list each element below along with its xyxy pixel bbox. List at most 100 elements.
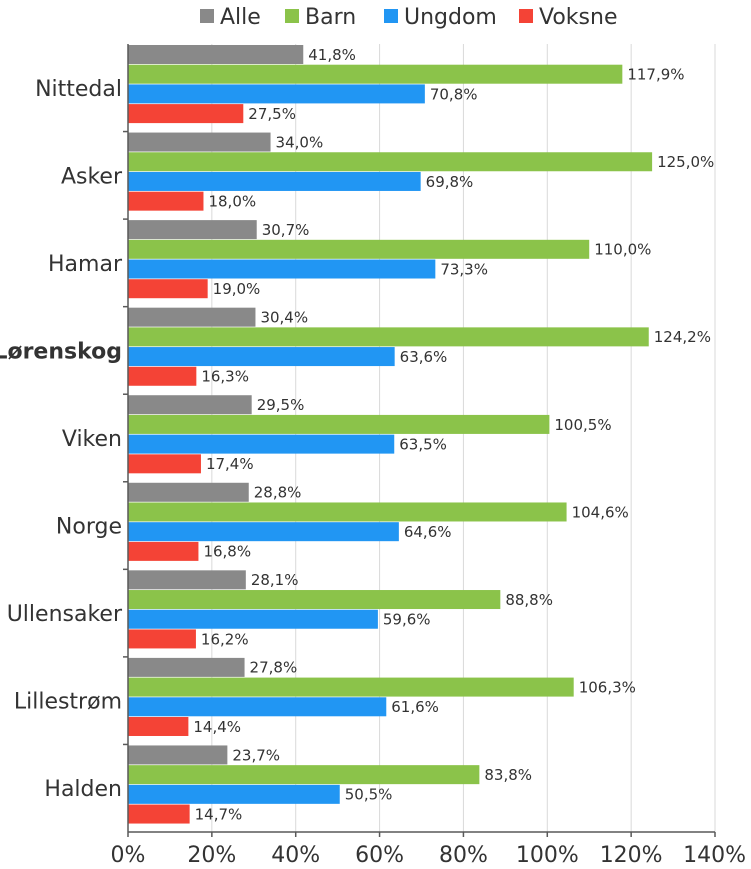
bar-norge-alle <box>128 482 249 502</box>
legend-item-voksne: Voksne <box>519 5 617 30</box>
data-label-nittedal-voksne: 27,5% <box>248 105 296 123</box>
data-label-norge-barn: 104,6% <box>572 503 629 521</box>
data-label-lorenskog-voksne: 16,3% <box>201 368 249 386</box>
data-label-lorenskog-barn: 124,2% <box>654 328 711 346</box>
category-label-ullensaker: Ullensaker <box>7 602 123 627</box>
x-tick-label-120: 120% <box>600 843 663 868</box>
bar-nittedal-ungdom <box>128 84 425 104</box>
data-label-asker-ungdom: 69,8% <box>426 173 474 191</box>
bar-lorenskog-ungdom <box>128 347 395 367</box>
x-tick-label-60: 60% <box>355 843 404 868</box>
data-label-ullensaker-voksne: 16,2% <box>201 630 249 648</box>
bar-lillestrom-barn <box>128 677 574 697</box>
data-label-lorenskog-ungdom: 63,6% <box>400 348 448 366</box>
bar-lillestrom-voksne <box>128 716 189 736</box>
category-label-viken: Viken <box>62 427 122 452</box>
bar-norge-voksne <box>128 541 199 561</box>
data-label-hamar-voksne: 19,0% <box>213 280 261 298</box>
data-label-halden-voksne: 14,7% <box>195 805 243 823</box>
x-tick-label-80: 80% <box>439 843 488 868</box>
bar-lillestrom-alle <box>128 657 245 677</box>
bar-nittedal-barn <box>128 64 623 84</box>
data-labels: 41,8% 117,9% 70,8% 27,5% 34,0% 125,0% 69,8% 18,… <box>193 46 714 824</box>
x-tick-label-20: 20% <box>187 843 236 868</box>
category-label-lillestrom: Lillestrøm <box>14 690 122 715</box>
data-label-halden-alle: 23,7% <box>232 746 280 764</box>
bar-norge-barn <box>128 502 567 522</box>
bar-lorenskog-barn <box>128 327 649 347</box>
legend-swatch-ungdom <box>384 9 398 23</box>
data-label-asker-voksne: 18,0% <box>208 193 256 211</box>
data-label-hamar-ungdom: 73,3% <box>440 260 488 278</box>
category-labels: Nittedal Asker Hamar Lørenskog Viken Norge Ull… <box>0 77 123 802</box>
x-tick-label-40: 40% <box>271 843 320 868</box>
data-label-nittedal-alle: 41,8% <box>308 46 356 64</box>
bar-norge-ungdom <box>128 522 399 542</box>
data-label-viken-alle: 29,5% <box>257 396 305 414</box>
legend: Alle Barn Ungdom Voksne <box>200 5 617 30</box>
bar-hamar-voksne <box>128 279 208 299</box>
data-label-viken-voksne: 17,4% <box>206 455 254 473</box>
bar-viken-ungdom <box>128 434 395 454</box>
bars <box>128 45 653 824</box>
bar-lorenskog-alle <box>128 307 256 327</box>
bar-asker-voksne <box>128 191 204 211</box>
bar-hamar-alle <box>128 220 257 240</box>
data-label-viken-barn: 100,5% <box>554 416 611 434</box>
legend-item-alle: Alle <box>200 5 261 30</box>
bar-ullensaker-voksne <box>128 629 196 649</box>
bar-halden-ungdom <box>128 784 340 804</box>
bar-lillestrom-ungdom <box>128 697 387 717</box>
data-label-hamar-barn: 110,0% <box>594 241 651 259</box>
bar-ullensaker-barn <box>128 590 501 610</box>
bar-halden-barn <box>128 765 480 785</box>
data-label-halden-ungdom: 50,5% <box>345 786 393 804</box>
category-label-asker: Asker <box>61 164 123 189</box>
data-label-asker-alle: 34,0% <box>276 133 324 151</box>
bar-viken-barn <box>128 414 550 434</box>
x-tick-label-100: 100% <box>516 843 579 868</box>
data-label-asker-barn: 125,0% <box>657 153 714 171</box>
legend-label-alle: Alle <box>220 5 261 30</box>
category-label-lorenskog: Lørenskog <box>0 339 122 364</box>
bar-nittedal-alle <box>128 45 304 64</box>
data-label-norge-ungdom: 64,6% <box>404 523 452 541</box>
legend-label-ungdom: Ungdom <box>404 5 497 30</box>
legend-item-ungdom: Ungdom <box>384 5 497 30</box>
bar-lorenskog-voksne <box>128 366 197 386</box>
data-label-halden-barn: 83,8% <box>484 766 532 784</box>
data-label-nittedal-ungdom: 70,8% <box>430 85 478 103</box>
legend-swatch-voksne <box>519 9 533 23</box>
bar-asker-ungdom <box>128 171 421 191</box>
data-label-ullensaker-ungdom: 59,6% <box>383 611 431 629</box>
x-tick-label-140: 140% <box>683 843 746 868</box>
legend-swatch-alle <box>200 9 214 23</box>
category-label-halden: Halden <box>44 777 122 802</box>
legend-item-barn: Barn <box>285 5 356 30</box>
bar-halden-voksne <box>128 804 190 824</box>
bar-halden-alle <box>128 745 228 765</box>
data-label-lillestrom-barn: 106,3% <box>579 678 636 696</box>
data-label-ullensaker-barn: 88,8% <box>505 591 553 609</box>
bar-asker-barn <box>128 152 653 172</box>
axes <box>123 44 716 837</box>
data-label-viken-ungdom: 63,5% <box>399 435 447 453</box>
bar-nittedal-voksne <box>128 104 244 124</box>
x-tick-label-0: 0% <box>111 843 146 868</box>
bar-viken-voksne <box>128 454 201 474</box>
data-label-lillestrom-alle: 27,8% <box>250 659 298 677</box>
data-label-norge-alle: 28,8% <box>254 484 302 502</box>
data-label-lillestrom-voksne: 14,4% <box>193 718 241 736</box>
legend-label-barn: Barn <box>305 5 356 30</box>
bar-hamar-ungdom <box>128 259 436 279</box>
bar-hamar-barn <box>128 239 590 259</box>
data-label-ullensaker-alle: 28,1% <box>251 571 299 589</box>
bar-ullensaker-alle <box>128 570 246 590</box>
x-tick-labels: 0% 20% 40% 60% 80% 100% 120% 140% <box>111 843 746 868</box>
data-label-nittedal-barn: 117,9% <box>627 66 684 84</box>
bar-viken-alle <box>128 395 252 415</box>
data-label-norge-voksne: 16,8% <box>203 543 251 561</box>
category-label-norge: Norge <box>56 515 122 540</box>
bar-ullensaker-ungdom <box>128 609 378 629</box>
